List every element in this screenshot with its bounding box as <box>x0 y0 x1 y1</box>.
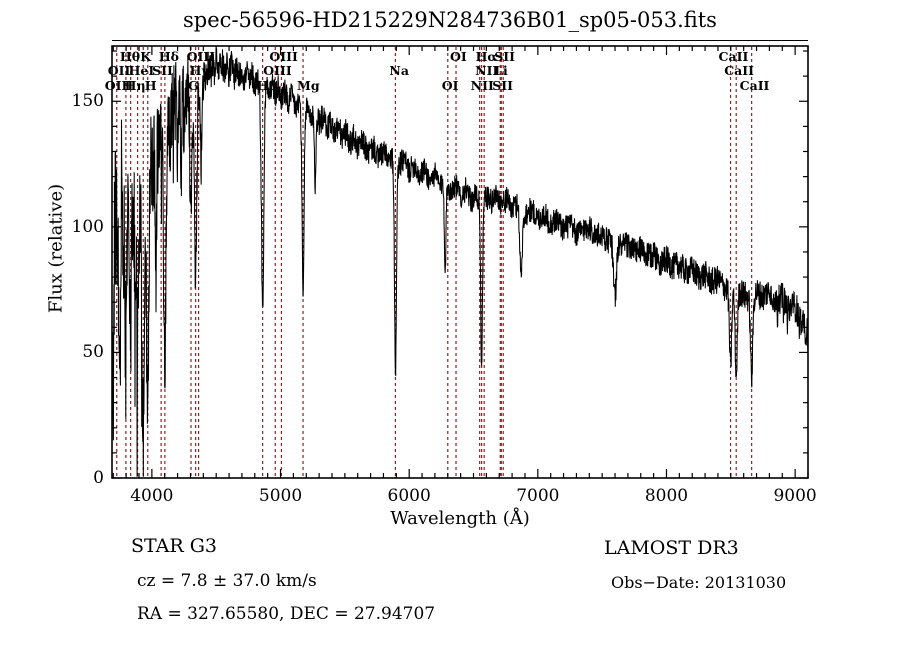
coordinates-text: RA = 327.65580, DEC = 27.94707 <box>137 604 436 624</box>
line-id-label: Hγ <box>189 63 210 78</box>
x-tick-label: 9000 <box>773 486 817 506</box>
survey-text: LAMOST DR3 <box>604 537 739 559</box>
line-id-label: NII <box>475 63 499 78</box>
line-id-label: Na <box>389 63 409 78</box>
line-id-label: Hβ <box>256 78 277 93</box>
line-id-label: G <box>187 78 199 93</box>
line-id-label: Li <box>494 63 508 78</box>
line-id-label: OI <box>450 49 467 64</box>
line-id-label: OI <box>441 78 459 93</box>
y-tick-label: 100 <box>71 216 104 237</box>
x-tick-label: 4000 <box>130 486 174 506</box>
x-tick-label: 6000 <box>387 486 431 506</box>
line-id-label: Hη <box>124 78 146 93</box>
line-id-label: SII <box>494 49 515 64</box>
x-tick-label: 8000 <box>644 486 689 506</box>
title-underline <box>112 40 808 41</box>
line-id-label: OIII <box>186 49 216 64</box>
line-id-label: Hα <box>475 49 498 64</box>
line-id-label: OII <box>107 63 131 78</box>
spectrum-trace <box>112 49 808 477</box>
obs-date-text: Obs−Date: 20131030 <box>611 573 787 592</box>
axis-frame <box>111 45 809 479</box>
x-tick-label: 7000 <box>516 486 560 506</box>
page-title: spec-56596-HD215229N284736B01_sp05-053.f… <box>183 8 717 32</box>
axis-frame-group <box>111 45 809 479</box>
line-id-label: NII <box>470 78 494 93</box>
line-id-label: SII <box>492 78 514 93</box>
y-axis-label: Flux (relative) <box>45 183 67 314</box>
line-id-label: CaII <box>739 78 770 93</box>
line-id-label: OIII <box>104 78 134 93</box>
y-tick-label: 150 <box>71 91 104 112</box>
x-axis-label: Wavelength (Å) <box>390 508 530 529</box>
redshift-text: cz = 7.8 ± 37.0 km/s <box>137 571 317 591</box>
object-class-text: STAR G3 <box>131 535 217 557</box>
line-id-label: Mg <box>297 78 320 93</box>
y-tick-label: 0 <box>93 468 104 488</box>
line-id-label: OIII <box>263 63 292 78</box>
line-id-label: K <box>140 49 152 64</box>
line-id-label: Hθ <box>119 49 141 64</box>
line-id-label: SII <box>152 63 173 78</box>
line-id-label: H <box>144 78 157 93</box>
line-id-label: HeI <box>128 63 155 78</box>
y-tick-label: 50 <box>82 342 104 363</box>
line-id-label: Hδ <box>158 49 180 64</box>
x-tick-label: 5000 <box>258 486 303 506</box>
line-id-label: OIII <box>269 49 298 64</box>
line-id-label: CaII <box>718 49 749 64</box>
line-id-label: CaII <box>724 63 754 78</box>
